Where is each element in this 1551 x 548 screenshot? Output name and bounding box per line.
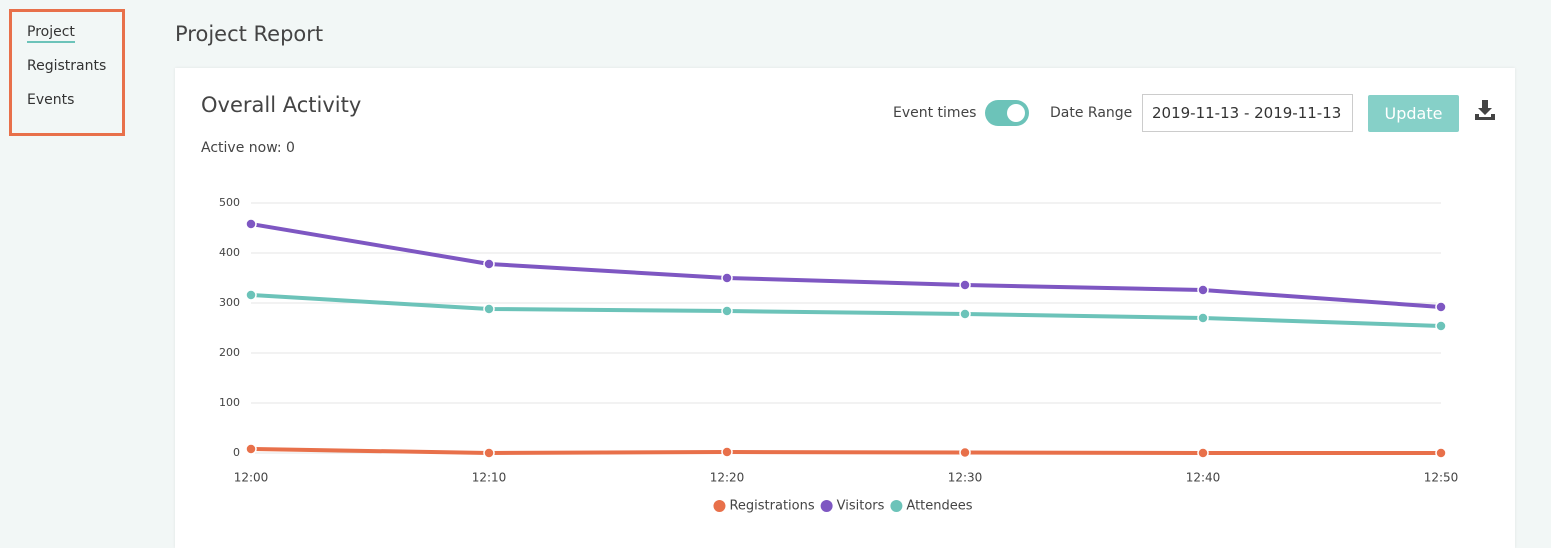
data-point bbox=[1197, 312, 1209, 324]
toggle-label: Event times bbox=[893, 105, 977, 121]
data-point bbox=[1435, 301, 1447, 313]
legend-marker bbox=[820, 500, 833, 512]
series-line bbox=[250, 447, 1441, 456]
data-point bbox=[1435, 447, 1447, 459]
download-icon[interactable] bbox=[1474, 99, 1496, 121]
data-point bbox=[245, 443, 257, 455]
toggle-knob bbox=[1007, 104, 1025, 122]
y-tick-label: 500 bbox=[219, 196, 240, 209]
data-point bbox=[1435, 320, 1447, 332]
chart: 0 100 200 300 400 500 12:00 12:10 12:20 12:30 12:4… bbox=[219, 196, 1459, 514]
update-button[interactable]: Update bbox=[1368, 95, 1459, 132]
legend-label: Attendees bbox=[906, 499, 972, 514]
data-point bbox=[721, 305, 733, 317]
data-point bbox=[721, 272, 733, 284]
card bbox=[175, 68, 1515, 548]
legend-marker bbox=[890, 500, 903, 512]
data-point bbox=[959, 308, 971, 320]
series-line bbox=[250, 293, 1442, 328]
data-point bbox=[1197, 447, 1209, 459]
date-range-label: Date Range bbox=[1050, 105, 1133, 121]
data-point bbox=[1197, 284, 1209, 296]
nav-link[interactable]: Registrants bbox=[27, 58, 107, 74]
nav-link[interactable]: Project bbox=[27, 24, 75, 43]
data-point bbox=[721, 446, 733, 458]
data-point bbox=[959, 279, 971, 291]
data-point bbox=[959, 446, 971, 459]
y-tick-label: 300 bbox=[219, 296, 240, 309]
x-tick-label: 12:30 bbox=[948, 471, 983, 485]
x-tick-label: 12:50 bbox=[1424, 471, 1459, 485]
y-tick-label: 100 bbox=[219, 396, 240, 409]
x-tick-label: 12:20 bbox=[710, 471, 745, 485]
data-point bbox=[483, 258, 495, 270]
toggle[interactable] bbox=[985, 100, 1029, 126]
page-title: Project Report bbox=[175, 22, 324, 46]
x-tick-label: 12:00 bbox=[234, 471, 269, 485]
y-tick-label: 200 bbox=[219, 346, 240, 359]
series-line bbox=[250, 222, 1442, 309]
data-point bbox=[483, 303, 495, 315]
date-range-input[interactable]: 2019-11-13 - 2019-11-13 bbox=[1142, 94, 1353, 132]
y-tick-label: 0 bbox=[233, 446, 240, 459]
page: Project Registrants Events Project Repor… bbox=[9, 9, 1515, 548]
data-point bbox=[245, 289, 257, 301]
legend-label: Registrations bbox=[729, 499, 814, 514]
sidebar: Project Registrants Events bbox=[9, 9, 125, 136]
legend-marker bbox=[713, 500, 726, 512]
nav-link[interactable]: Events bbox=[27, 92, 75, 108]
legend-label: Visitors bbox=[837, 499, 885, 514]
active-now: Active now: 0 bbox=[201, 140, 295, 156]
data-point bbox=[245, 218, 257, 230]
card-title: Overall Activity bbox=[201, 93, 362, 117]
data-point bbox=[483, 447, 495, 459]
x-tick-label: 12:10 bbox=[472, 471, 507, 485]
x-tick-label: 12:40 bbox=[1186, 471, 1221, 485]
y-tick-label: 400 bbox=[219, 246, 240, 259]
